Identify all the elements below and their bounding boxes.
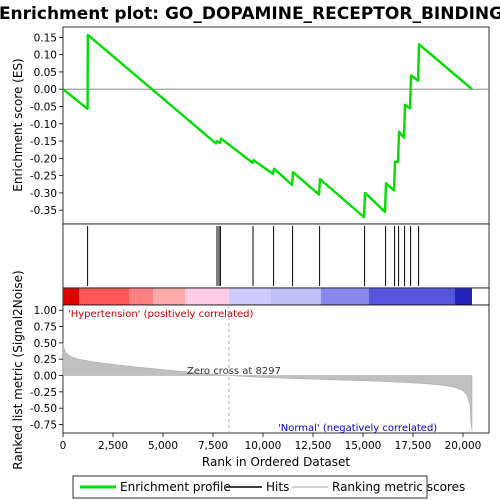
chart-title: Enrichment plot: GO_DOPAMINE_RECEPTOR_BI… (0, 4, 500, 24)
ranking-bar-segment (129, 288, 153, 305)
es-tick-label: 0.15 (34, 32, 57, 44)
zero-cross-annotation: Zero cross at 8297 (187, 366, 281, 377)
ranking-bar-segment (79, 288, 129, 305)
x-tick-label: 12,500 (295, 440, 332, 452)
x-tick-label: 20,000 (445, 440, 482, 452)
ranking-bar-segment (153, 288, 185, 305)
ranking-metric-area (62, 342, 473, 432)
legend-label-ranking: Ranking metric scores (332, 480, 465, 494)
negative-annotation: 'Normal' (negatively correlated) (278, 423, 437, 434)
x-axis-label: Rank in Ordered Dataset (202, 455, 350, 469)
positive-annotation: 'Hypertension' (positively correlated) (68, 309, 254, 320)
metric-axis-label: Ranked list metric (Signal2Noise) (11, 270, 25, 469)
legend-label-enrichment: Enrichment profile (120, 480, 231, 494)
ranking-bar-segment (229, 288, 271, 305)
x-tick-label: 2,500 (98, 440, 128, 452)
ranking-bar-segment (271, 288, 321, 305)
es-tick-label: -0.25 (30, 171, 57, 183)
es-tick-label: -0.35 (30, 205, 57, 217)
ranking-bar-segment (185, 288, 229, 305)
metric-tick-label: -0.50 (30, 403, 57, 415)
ranking-bar-segment (455, 288, 472, 305)
legend: Enrichment profile Hits Ranking metric s… (72, 475, 465, 499)
x-tick-label: 17,500 (395, 440, 432, 452)
x-tick-label: 10,000 (245, 440, 282, 452)
es-tick-label: -0.15 (30, 136, 57, 148)
ranking-bar-segment (63, 288, 79, 305)
metric-tick-label: 1.00 (34, 305, 57, 317)
es-tick-label: -0.30 (30, 188, 57, 200)
metric-tick-label: 0.50 (34, 338, 57, 350)
legend-label-hits: Hits (266, 480, 289, 494)
enrichment-profile-line (62, 33, 473, 219)
metric-tick-label: -0.75 (30, 420, 57, 432)
es-tick-label: -0.10 (30, 119, 57, 131)
x-tick-label: 15,000 (345, 440, 382, 452)
metric-tick-label: -0.25 (30, 387, 57, 399)
es-tick-label: 0.10 (34, 50, 57, 62)
hits-panel-frame (62, 223, 490, 289)
es-tick-label: 0.05 (34, 67, 57, 79)
metric-tick-label: 0.75 (34, 322, 57, 334)
es-panel-frame (62, 26, 490, 225)
x-tick-label: 5,000 (148, 440, 178, 452)
es-tick-label: -0.05 (30, 101, 57, 113)
metric-tick-label: 0.25 (34, 354, 57, 366)
ranking-bar-segment (321, 288, 369, 305)
ranking-bar-segment (369, 288, 455, 305)
es-tick-label: 0.00 (34, 84, 57, 96)
metric-tick-label: 0.00 (34, 371, 57, 383)
es-axis-label: Enrichment score (ES) (11, 58, 25, 191)
es-tick-label: -0.20 (30, 153, 57, 165)
x-tick-label: 0 (60, 440, 67, 452)
x-tick-label: 7,500 (198, 440, 228, 452)
